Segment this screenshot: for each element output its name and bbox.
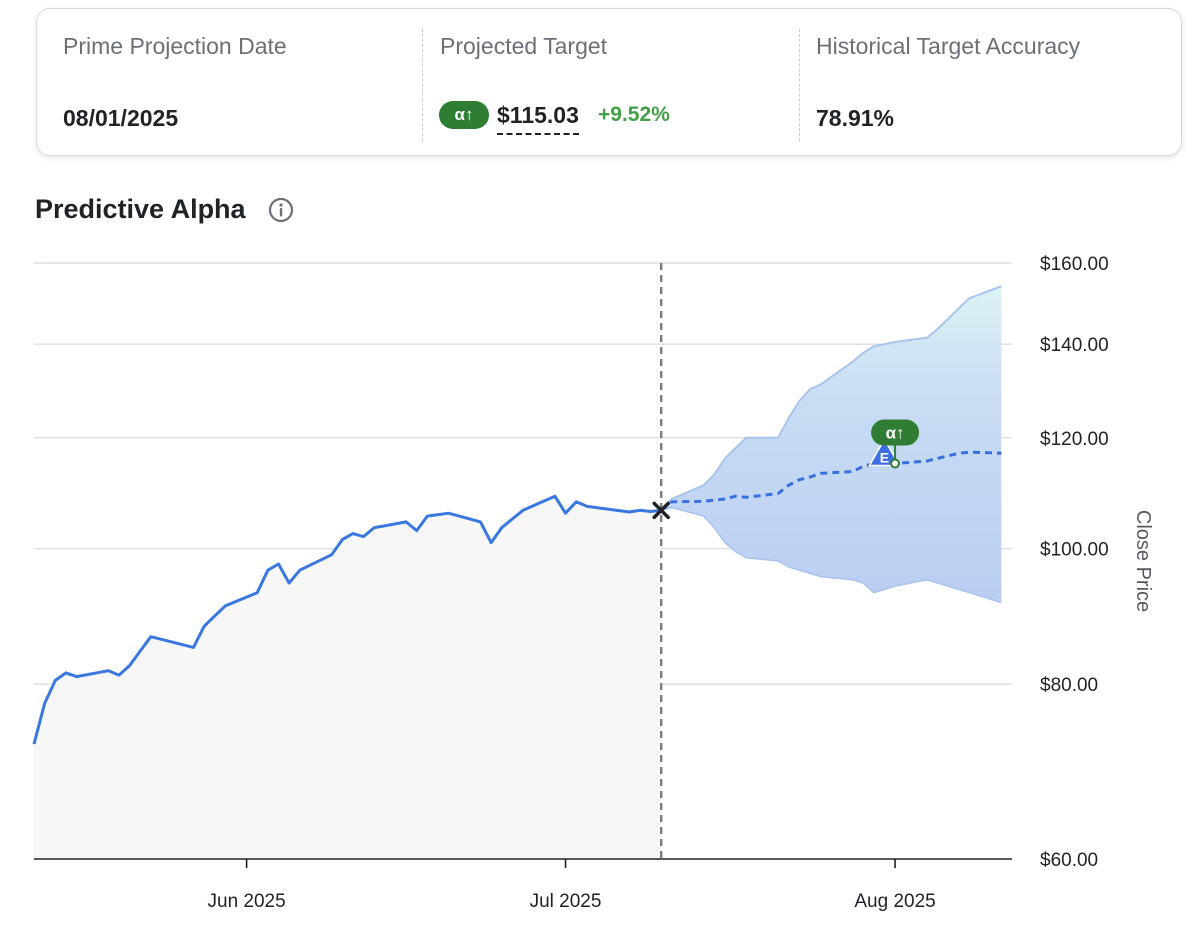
y-tick-label: $60.00: [1040, 850, 1098, 871]
projection-date-label: Prime Projection Date: [63, 33, 287, 59]
y-tick-label: $100.00: [1040, 540, 1109, 561]
y-axis-title: Close Price: [1132, 510, 1154, 612]
stat-divider: [799, 29, 800, 141]
x-tick-label: Jul 2025: [530, 891, 602, 912]
historical-accuracy-value: 78.91%: [816, 105, 895, 131]
earnings-marker[interactable]: E: [868, 438, 901, 467]
info-icon[interactable]: [268, 197, 294, 223]
x-tick-labels: Jun 2025 Jul 2025 Aug 2025: [208, 891, 936, 912]
current-price-marker: [652, 501, 670, 520]
x-tick-label: Jun 2025: [208, 891, 286, 912]
current-marker-stroke: [652, 501, 670, 520]
projected-target-change: +9.52%: [598, 103, 670, 126]
forecast-band: [661, 286, 1002, 603]
projected-target-price[interactable]: $115.03: [497, 102, 579, 135]
projection-summary-card: Prime Projection Date 08/01/2025 Project…: [36, 8, 1182, 156]
projected-target-label: Projected Target: [440, 33, 608, 59]
projected-target-stat: Projected Target α↑ $115.03 +9.52%: [439, 9, 799, 155]
forecast-price-line: [660, 450, 1002, 512]
alpha-up-badge: α↑: [439, 101, 489, 129]
projection-date-value: 08/01/2025: [63, 105, 179, 131]
section-title: Predictive Alpha: [35, 194, 246, 224]
earnings-triangle: [868, 438, 901, 467]
target-badge-pill: [871, 419, 920, 446]
y-tick-label: $160.00: [1040, 254, 1109, 275]
y-tick-label: $140.00: [1040, 335, 1109, 356]
x-tick-marks: [245, 859, 896, 868]
y-tick-label: $120.00: [1040, 429, 1109, 450]
target-badge-marker[interactable]: α↑: [871, 419, 920, 469]
historical-accuracy-stat: Historical Target Accuracy 78.91%: [816, 9, 1176, 155]
y-tick-label: $80.00: [1040, 675, 1098, 696]
earnings-label: E: [880, 450, 889, 466]
historical-accuracy-label: Historical Target Accuracy: [816, 33, 1081, 59]
projection-date-stat: Prime Projection Date 08/01/2025: [63, 9, 423, 155]
y-tick-labels: $160.00 $140.00 $120.00 $100.00 $80.00 $60.00: [1040, 254, 1109, 871]
target-badge-dot: [890, 458, 901, 469]
forecast-band-upper-edge: [660, 285, 1002, 511]
x-tick-label: Aug 2025: [854, 891, 935, 912]
target-badge-label: α↑: [886, 424, 905, 443]
stat-divider: [422, 29, 423, 141]
forecast-band-lower-edge: [661, 506, 1002, 604]
history-price-line: [32, 494, 662, 745]
history-area: [34, 496, 662, 859]
